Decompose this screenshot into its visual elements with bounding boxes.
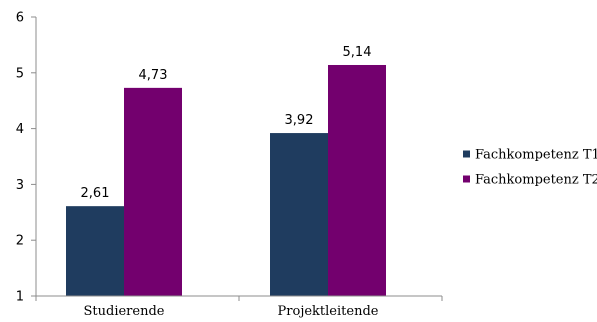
data-label: 3,92	[285, 113, 314, 128]
bar-1-2	[270, 133, 328, 296]
bar-1-1	[66, 206, 124, 296]
legend-label-2: Fachkompetenz T2	[475, 173, 597, 188]
legend-swatch-2	[463, 175, 470, 183]
bar-2-1	[124, 87, 182, 296]
category-label: Projektleitende	[278, 304, 379, 319]
bar-2-2	[328, 64, 386, 296]
category-label: Studierende	[84, 304, 165, 319]
y-tick-label: 2	[16, 234, 24, 249]
y-axis: 1 2 3 4 5 6	[16, 11, 37, 305]
y-tick-label: 1	[16, 290, 24, 305]
legend-label-1: Fachkompetenz T1	[475, 148, 597, 163]
legend: Fachkompetenz T1 Fachkompetenz T2	[463, 148, 597, 188]
y-tick-label: 4	[16, 122, 24, 137]
bars: 2,61 4,73 3,92 5,14	[66, 45, 386, 296]
legend-swatch-1	[463, 150, 470, 158]
x-axis: Studierende Projektleitende	[35, 295, 443, 319]
y-tick-label: 3	[16, 178, 24, 193]
data-label: 2,61	[81, 186, 110, 201]
data-label: 5,14	[343, 45, 372, 60]
data-label: 4,73	[139, 68, 168, 83]
y-tick-label: 5	[16, 66, 24, 81]
y-tick-label: 6	[16, 11, 24, 26]
